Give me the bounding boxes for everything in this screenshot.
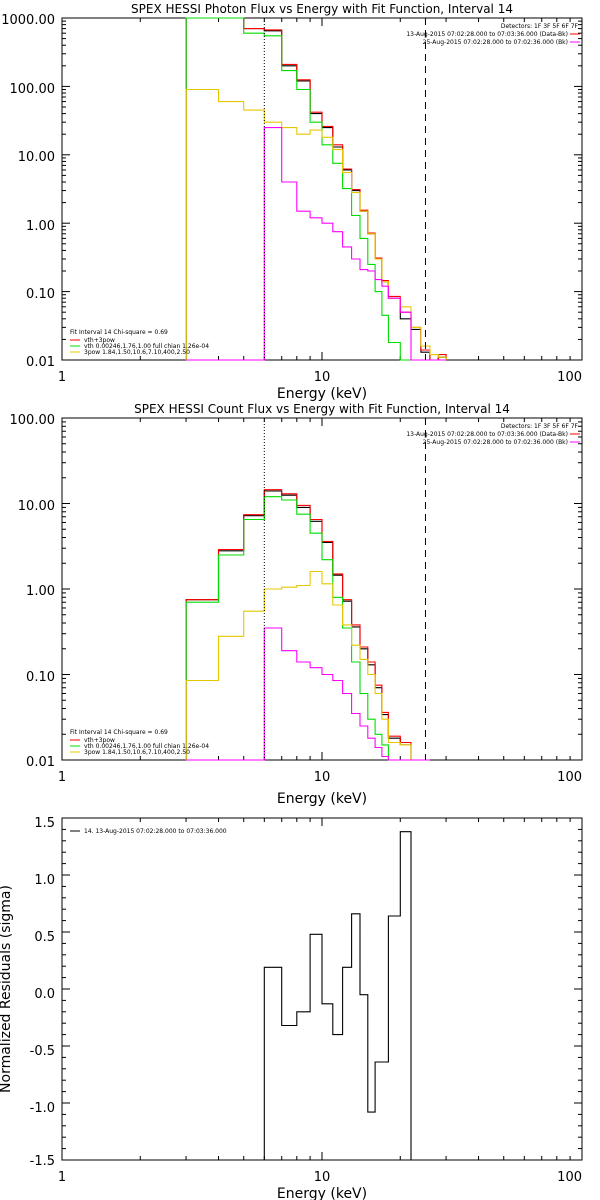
count-flux-reference-lines: [263, 418, 426, 760]
photon-y-tick-1000: 1000.00: [1, 13, 55, 28]
count-y-tick-0.01: 0.01: [26, 755, 55, 770]
count-y-tick-1: 1.00: [26, 584, 55, 599]
resid-y-tick-1.0: 1.0: [34, 873, 55, 888]
photon-legend-vth3pow: vth+3pow: [84, 337, 115, 344]
count-fit-label: Fit Interval 14 Chi-square = 0.69: [70, 729, 168, 736]
series-step-line-4: [186, 627, 430, 761]
photon-flux-panel: SPEX HESSI Photon Flux vs Energy with Fi…: [1, 2, 583, 402]
count-x-tick-10: 10: [314, 770, 331, 785]
photon-bk-interval-text: 25-Aug-2015 07:02:28.000 to 07:02:36.000…: [423, 39, 568, 46]
resid-y-tick-0.5: 0.5: [34, 930, 55, 945]
photon-flux-title: SPEX HESSI Photon Flux vs Energy with Fi…: [131, 2, 513, 16]
series-step-line-2: [185, 17, 447, 361]
series-step-line-0: [263, 831, 412, 1160]
count-flux-title: SPEX HESSI Count Flux vs Energy with Fit…: [134, 402, 510, 416]
photon-legend-vth: vth 0.00246,1.76,1.00 full chian 1.26e-0…: [84, 343, 209, 350]
photon-x-tick-10: 10: [314, 370, 331, 385]
count-bk-interval-text: 25-Aug-2015 07:02:28.000 to 07:02:36.000…: [423, 439, 568, 446]
series-step-line-3: [185, 88, 447, 360]
series-step-line-4: [186, 127, 447, 361]
photon-legend-3pow: 3pow 1.84,1.50,10.6,7.10,400,2.50: [84, 349, 190, 356]
series-step-line-2: [185, 496, 430, 761]
photon-flux-series: [185, 17, 447, 361]
count-x-tick-1: 1: [58, 770, 66, 785]
photon-detectors-text: Detectors: 1F 3F 5F 6F 7F: [501, 23, 579, 30]
photon-data-interval-text: 13-Aug-2015 07:02:28.000 to 07:03:36.000…: [406, 31, 568, 38]
residuals-ticks: [61, 817, 582, 1161]
count-legend-vth: vth 0.00246,1.76,1.00 full chian 1.26e-0…: [84, 743, 209, 750]
resid-y-tick-neg1.5: -1.5: [30, 1154, 55, 1169]
resid-y-tick-neg0.5: -0.5: [30, 1044, 55, 1059]
count-detectors-text: Detectors: 1F 3F 5F 6F 7F: [501, 423, 579, 430]
photon-x-tick-1: 1: [58, 370, 66, 385]
resid-x-tick-1: 1: [58, 1170, 66, 1185]
photon-y-tick-1: 1.00: [26, 219, 55, 234]
photon-y-tick-100: 100.00: [10, 82, 56, 97]
count-x-axis-label: Energy (keV): [277, 791, 367, 807]
count-legend-3pow: 3pow 1.84,1.50,10.6,7.10,400,2.50: [84, 749, 190, 756]
count-x-tick-100: 100: [557, 770, 582, 785]
residuals-panel: 1.5 1.0 0.5 0.0 -0.5 -1.0 -1.5 1 10 100 …: [0, 816, 583, 1200]
resid-y-tick-neg1.0: -1.0: [30, 1101, 55, 1116]
count-legend-vth3pow: vth+3pow: [84, 737, 115, 744]
photon-y-tick-0.1: 0.10: [26, 287, 55, 302]
count-flux-ticks: [61, 417, 582, 761]
residuals-series: [263, 831, 412, 1160]
count-y-tick-10: 10.00: [18, 499, 55, 514]
photon-flux-reference-lines: [263, 18, 426, 360]
photon-fit-label: Fit Interval 14 Chi-square = 0.69: [70, 329, 168, 336]
resid-legend-label: 14. 13-Aug-2015 07:02:28.000 to 07:03:36…: [84, 828, 227, 835]
resid-x-tick-10: 10: [314, 1170, 331, 1185]
count-y-tick-100: 100.00: [10, 413, 56, 428]
resid-y-tick-1.5: 1.5: [34, 816, 55, 831]
photon-x-axis-label: Energy (keV): [277, 386, 367, 402]
photon-y-tick-0.01: 0.01: [26, 355, 55, 370]
count-flux-panel: SPEX HESSI Count Flux vs Energy with Fit…: [10, 402, 583, 807]
photon-y-tick-10: 10.00: [18, 150, 55, 165]
resid-y-axis-label: Normalized Residuals (sigma): [0, 885, 14, 1093]
photon-x-tick-100: 100: [557, 370, 582, 385]
resid-x-axis-label: Energy (keV): [277, 1186, 367, 1200]
resid-y-tick-0.0: 0.0: [34, 987, 55, 1002]
resid-x-tick-100: 100: [557, 1170, 582, 1185]
count-data-interval-text: 13-Aug-2015 07:02:28.000 to 07:03:36.000…: [406, 431, 568, 438]
count-y-tick-0.1: 0.10: [26, 670, 55, 685]
